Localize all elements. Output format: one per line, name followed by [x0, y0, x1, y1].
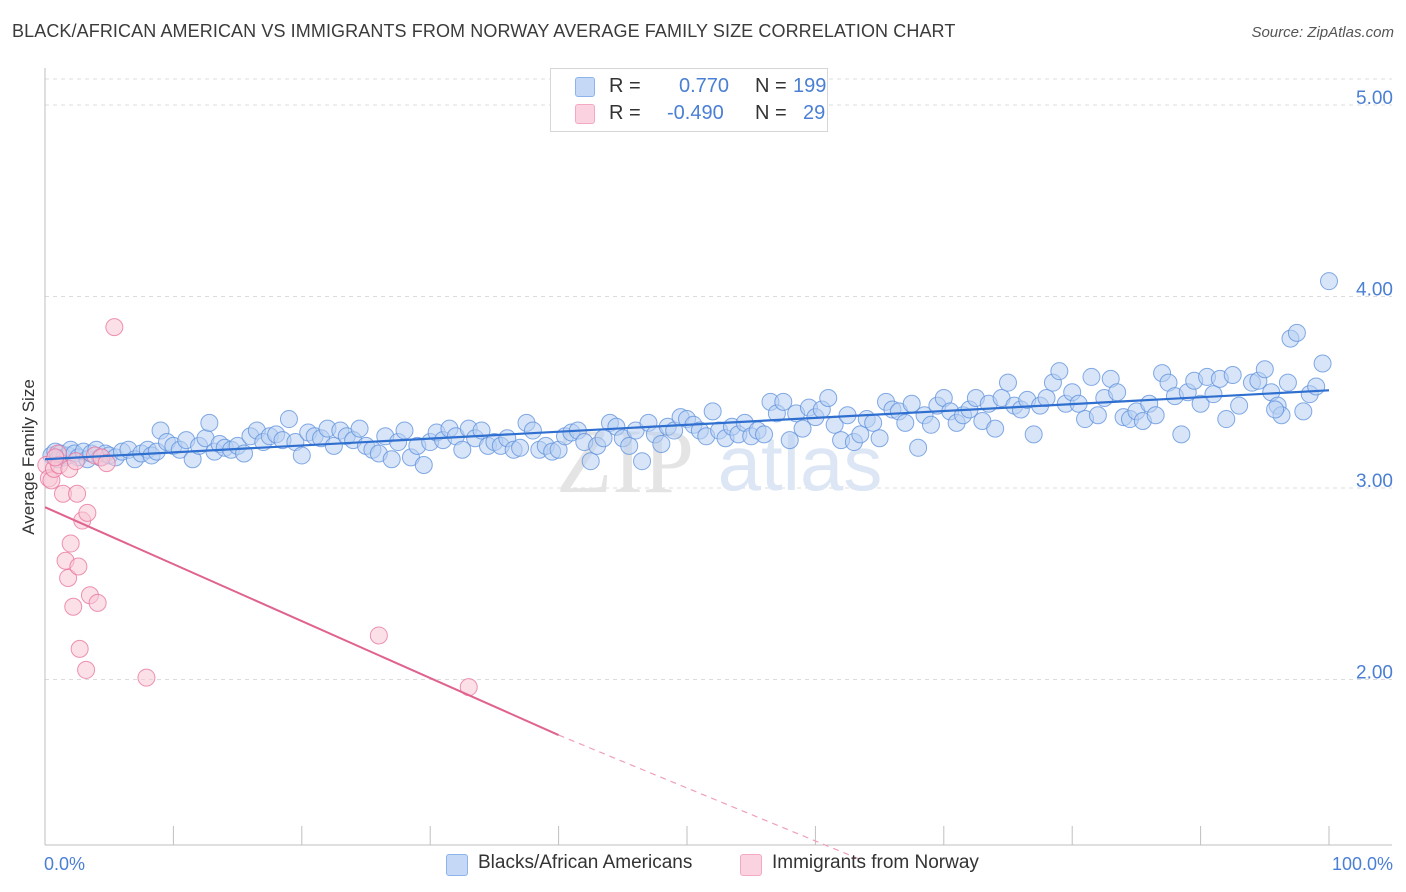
y-tick-label: 2.00 [1356, 663, 1393, 684]
point-blacks [870, 429, 889, 448]
point-blacks [851, 425, 870, 444]
trend-lines [44, 389, 1330, 861]
y-axis-label: Average Family Size [19, 379, 38, 535]
point-blacks [292, 446, 311, 465]
x-tick-label-max: 100.0% [1332, 854, 1393, 874]
source-credit: Source: ZipAtlas.com [1251, 24, 1394, 41]
point-blacks [1037, 388, 1056, 407]
point-blacks [1108, 383, 1127, 402]
point-blacks [755, 425, 774, 444]
point-blacks [921, 415, 940, 434]
legend-row-blacks: R = 0.770 N = 199 [575, 75, 826, 99]
point-blacks [523, 421, 542, 440]
point-norway [70, 639, 89, 658]
point-norway [97, 454, 116, 473]
point-blacks [453, 440, 472, 459]
point-blacks [511, 438, 530, 457]
trend-line-norway-extension [558, 734, 861, 861]
point-norway [64, 597, 83, 616]
point-blacks [1307, 377, 1326, 396]
point-norway [69, 557, 88, 576]
trend-line-norway [44, 506, 560, 736]
point-blacks [1230, 396, 1249, 415]
point-blacks [819, 388, 838, 407]
point-norway [66, 452, 85, 471]
point-blacks [909, 438, 928, 457]
legend-n-label: N = [755, 75, 787, 97]
y-tick-label: 5.00 [1356, 88, 1393, 109]
point-blacks [1313, 354, 1332, 373]
point-blacks [279, 410, 298, 429]
point-blacks [1191, 394, 1210, 413]
tick-labels: 2.00 3.00 4.00 5.00 0.0% 100.0% [44, 88, 1393, 874]
point-blacks [633, 452, 652, 471]
point-blacks [1223, 366, 1242, 385]
correlation-legend: R = 0.770 N = 199 R = -0.490 N = 29 [550, 68, 828, 132]
point-blacks [774, 392, 793, 411]
point-blacks [414, 456, 433, 475]
trend-line-blacks [44, 389, 1330, 461]
point-blacks [1204, 385, 1223, 404]
point-blacks [1294, 402, 1313, 421]
point-norway [77, 660, 96, 679]
point-blacks [896, 413, 915, 432]
point-blacks [395, 421, 414, 440]
y-tick-label: 4.00 [1356, 280, 1393, 301]
bottom-legend-swatch-norway [740, 854, 762, 876]
series-blacks-points [42, 272, 1338, 475]
point-blacks [1320, 272, 1338, 291]
point-blacks [620, 436, 639, 455]
legend-row-norway: R = -0.490 N = 29 [575, 102, 825, 126]
point-norway [59, 569, 78, 588]
point-blacks [1278, 373, 1297, 392]
point-blacks [986, 419, 1005, 438]
legend-r-value: -0.490 [667, 102, 724, 124]
point-blacks [1217, 410, 1236, 429]
point-norway [68, 484, 87, 503]
point-blacks [1172, 425, 1191, 444]
chart-title: BLACK/AFRICAN AMERICAN VS IMMIGRANTS FRO… [12, 21, 956, 41]
bottom-legend-swatch-blacks [446, 854, 468, 876]
point-blacks [1287, 323, 1306, 342]
point-norway [78, 503, 97, 522]
point-blacks [350, 419, 369, 438]
point-blacks [200, 413, 219, 432]
point-blacks [1082, 367, 1101, 386]
point-norway [61, 534, 80, 553]
point-norway [137, 668, 156, 687]
point-norway [369, 626, 388, 645]
point-blacks [780, 431, 799, 450]
point-blacks [652, 434, 671, 453]
y-tick-label: 3.00 [1356, 471, 1393, 492]
series-norway-points [37, 318, 478, 697]
point-blacks [1088, 406, 1107, 425]
point-norway [88, 593, 107, 612]
bottom-legend-label-norway: Immigrants from Norway [772, 852, 979, 873]
point-blacks [1266, 400, 1285, 419]
point-blacks [1050, 362, 1069, 381]
point-blacks [324, 436, 343, 455]
legend-r-label: R = [609, 75, 641, 97]
legend-n-label: N = [755, 102, 787, 124]
point-blacks [382, 450, 401, 469]
legend-swatch-blacks [575, 77, 595, 97]
bottom-legend-label-blacks: Blacks/African Americans [478, 852, 693, 873]
x-tick-label-min: 0.0% [44, 854, 85, 874]
legend-r-value: 0.770 [679, 75, 730, 97]
legend-n-value: 199 [793, 75, 827, 97]
legend-r-label: R = [609, 102, 641, 124]
legend-n-value: 29 [803, 102, 826, 124]
point-blacks [1024, 425, 1043, 444]
point-blacks [1146, 406, 1165, 425]
point-blacks [1255, 360, 1274, 379]
legend-swatch-norway [575, 104, 595, 124]
point-blacks [999, 373, 1017, 392]
point-blacks [793, 419, 812, 438]
point-norway [105, 318, 124, 337]
point-blacks [703, 402, 722, 421]
point-blacks [581, 452, 600, 471]
point-blacks [864, 413, 883, 432]
